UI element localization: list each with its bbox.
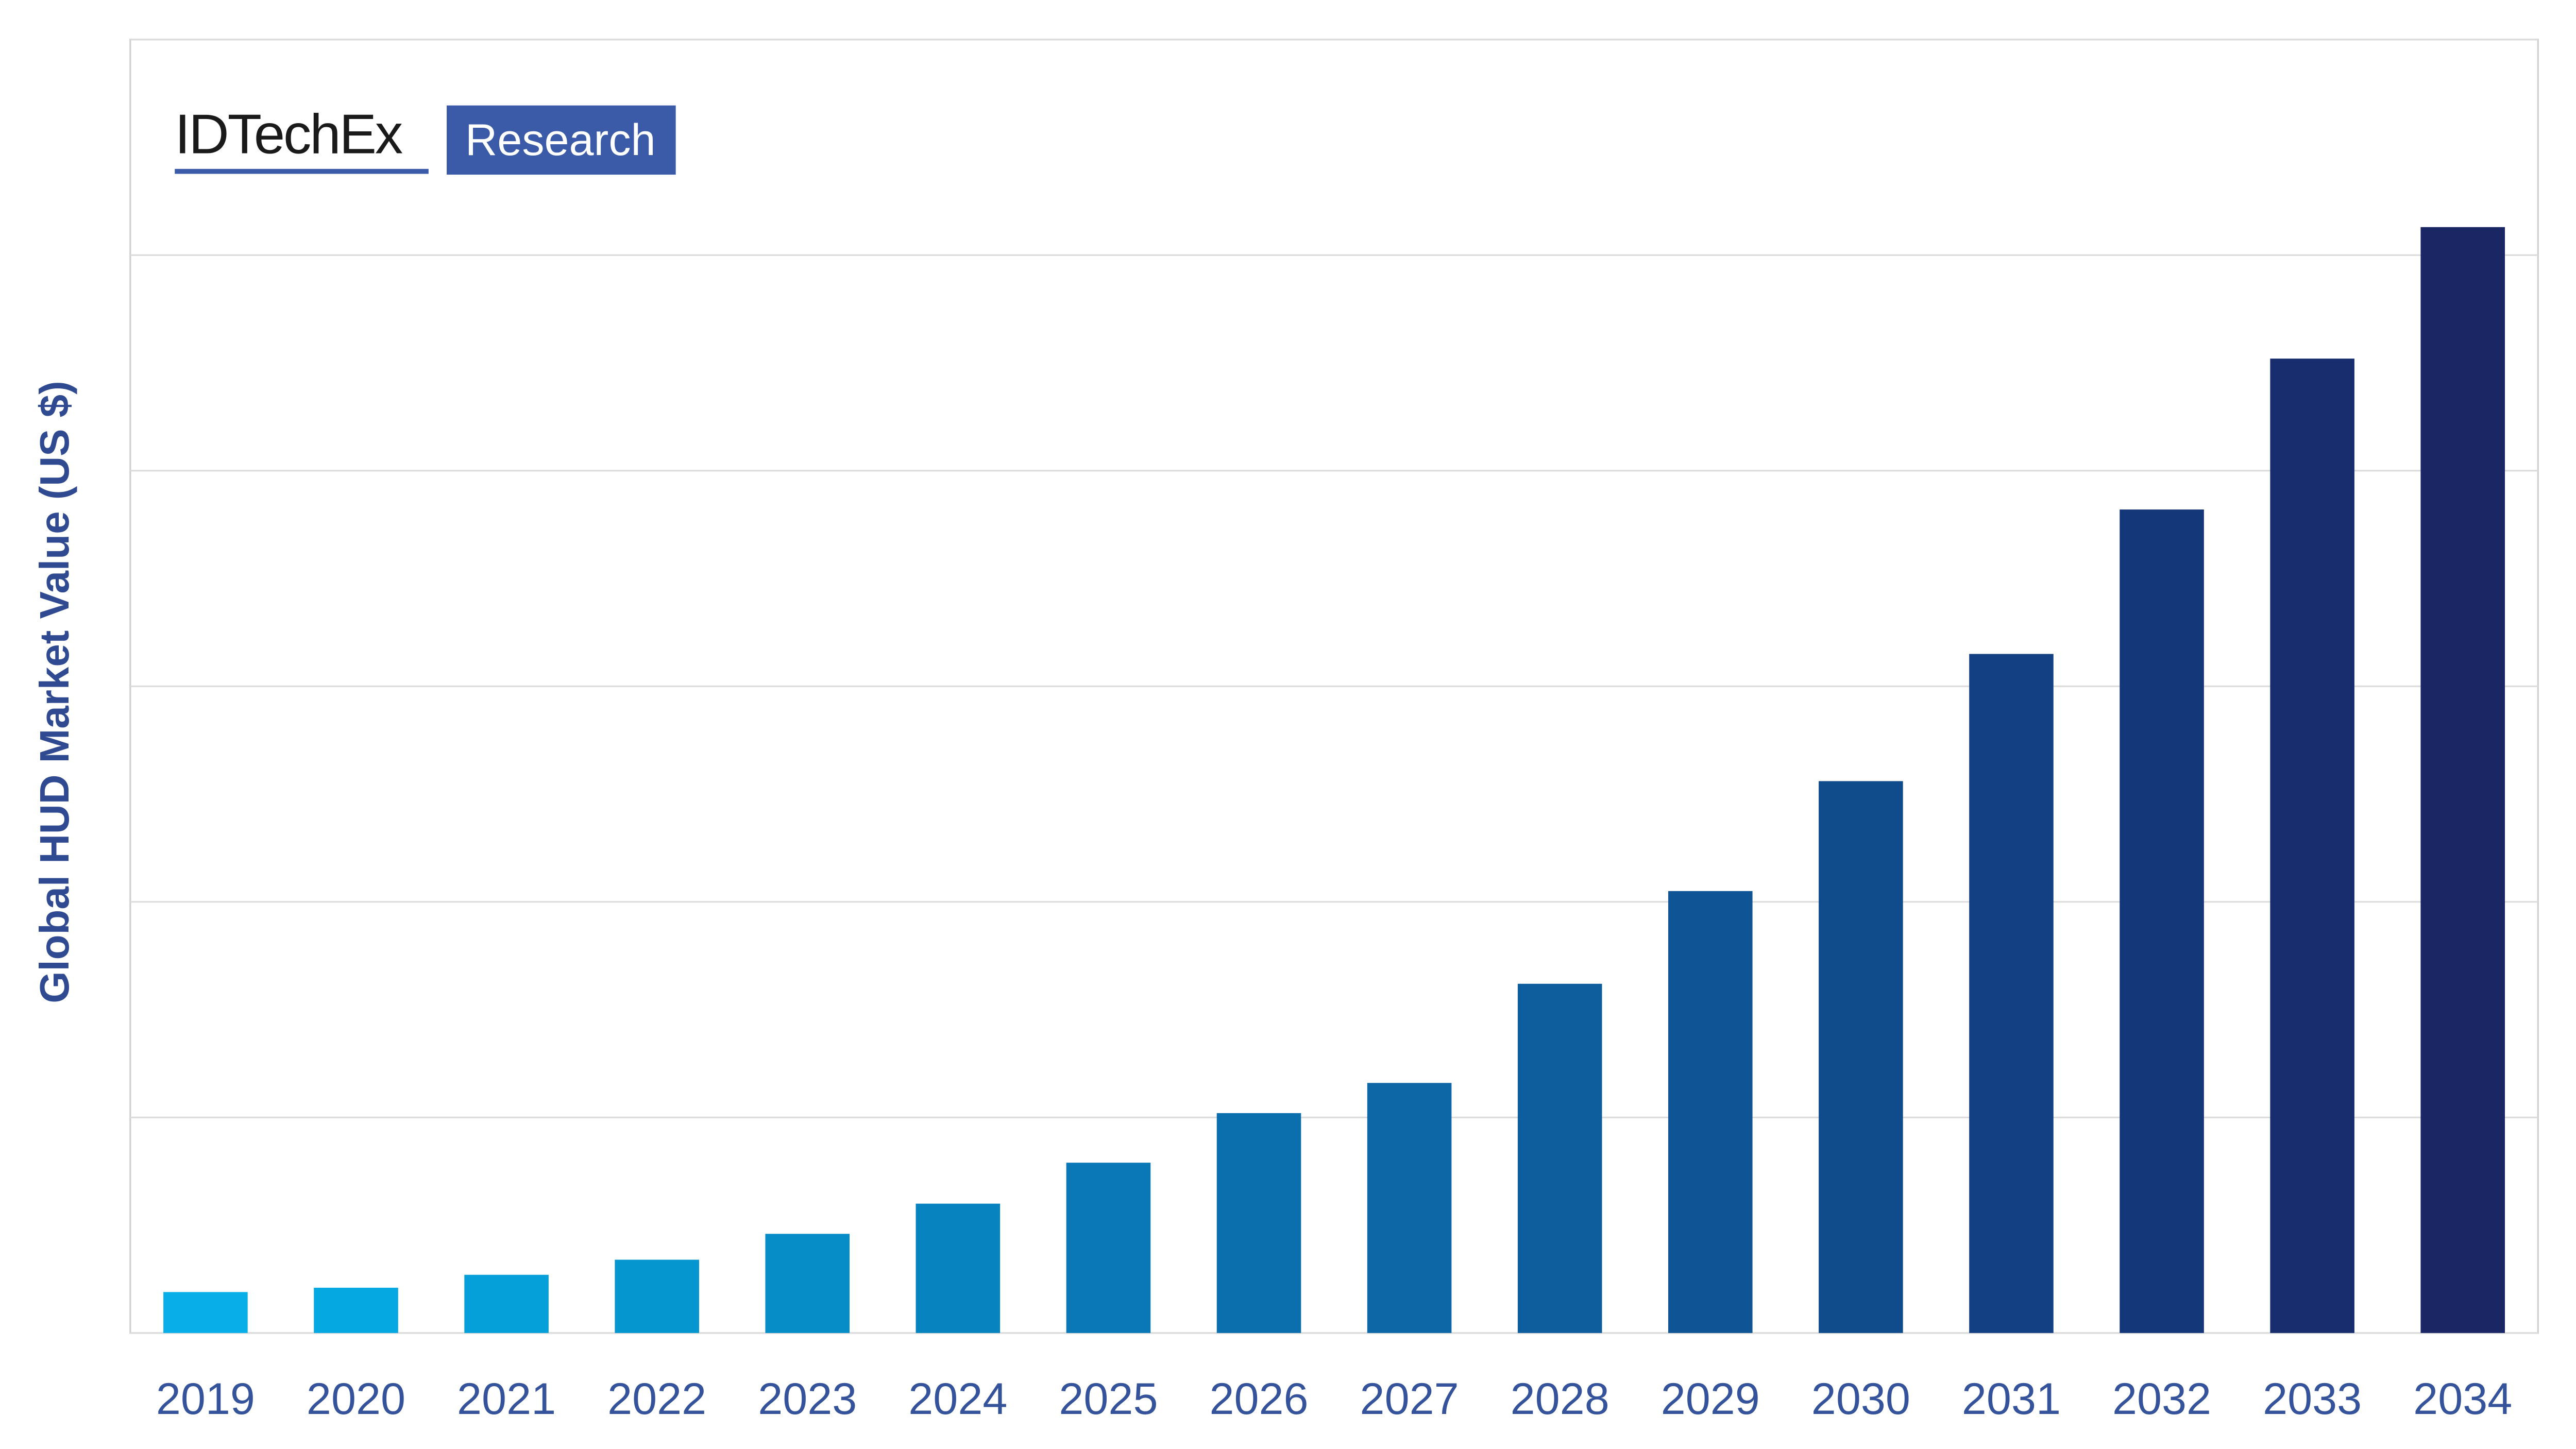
bar <box>765 1234 850 1333</box>
y-axis-label: Global HUD Market Value (US $) <box>31 381 77 1003</box>
x-tick-label: 2034 <box>2413 1374 2512 1424</box>
bar <box>464 1274 549 1333</box>
bar <box>916 1203 1001 1333</box>
x-tick-label: 2020 <box>307 1374 405 1424</box>
x-tick-label: 2026 <box>1209 1374 1308 1424</box>
x-tick-label: 2032 <box>2112 1374 2211 1424</box>
x-tick-label: 2025 <box>1059 1374 1158 1424</box>
bar <box>1066 1163 1151 1333</box>
bar <box>2120 509 2204 1333</box>
x-tick-label: 2029 <box>1661 1374 1760 1424</box>
bar <box>2270 359 2354 1333</box>
bar <box>314 1287 398 1333</box>
x-tick-label: 2028 <box>1511 1374 1609 1424</box>
bar <box>2420 227 2505 1333</box>
bar <box>615 1259 699 1333</box>
bar <box>1517 983 1602 1333</box>
bar <box>163 1292 248 1333</box>
x-tick-label: 2027 <box>1360 1374 1459 1424</box>
logo-name: IDTechEx <box>175 103 403 165</box>
bar <box>1819 781 1903 1333</box>
x-tick-label: 2019 <box>156 1374 255 1424</box>
x-tick-label: 2022 <box>607 1374 706 1424</box>
bar <box>1216 1113 1301 1333</box>
logo-tag: Research <box>465 115 656 165</box>
x-tick-label: 2023 <box>758 1374 857 1424</box>
x-tick-label: 2031 <box>1962 1374 2061 1424</box>
x-tick-label: 2021 <box>457 1374 556 1424</box>
x-tick-label: 2030 <box>1811 1374 1910 1424</box>
x-tick-label: 2033 <box>2263 1374 2362 1424</box>
logo-box <box>447 105 676 175</box>
x-tick-label: 2024 <box>908 1374 1007 1424</box>
bar <box>1969 654 2054 1333</box>
bar <box>1668 891 1753 1333</box>
bar <box>1367 1083 1452 1333</box>
